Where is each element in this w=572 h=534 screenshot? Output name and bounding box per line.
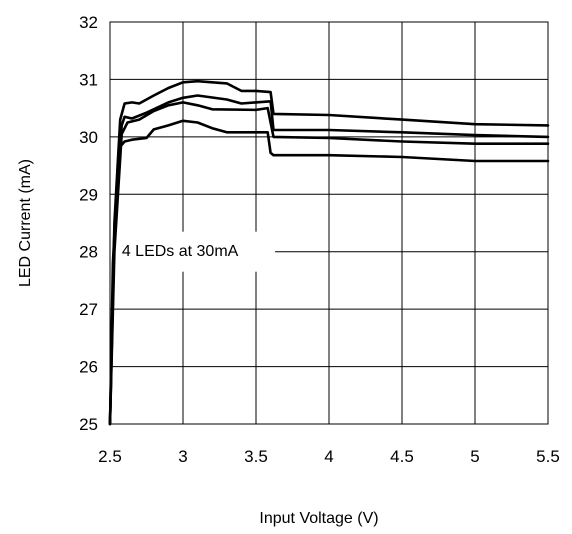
y-tick-label: 27 <box>79 300 98 319</box>
x-tick-label: 4 <box>324 447 333 466</box>
x-axis-title: Input Voltage (V) <box>259 510 378 527</box>
plot-area-frame <box>109 21 549 425</box>
series-line-1 <box>108 79 550 426</box>
x-tick-label: 3 <box>178 447 187 466</box>
x-axis-tick-labels: 2.5 3 3.5 4 4.5 5 5.5 <box>98 447 560 466</box>
y-tick-label: 25 <box>79 415 98 434</box>
y-tick-label: 29 <box>79 185 98 204</box>
data-series <box>108 79 550 426</box>
x-tick-label: 3.5 <box>244 447 268 466</box>
annotation-background <box>85 231 276 272</box>
y-tick-label: 32 <box>79 13 98 32</box>
y-tick-label: 28 <box>79 243 98 262</box>
x-tick-label: 5 <box>470 447 479 466</box>
x-tick-label: 5.5 <box>536 447 560 466</box>
y-tick-label: 30 <box>79 128 98 147</box>
series-line-3 <box>108 101 550 426</box>
y-tick-label: 31 <box>79 70 98 89</box>
annotation-group: 4 LEDs at 30mA <box>85 231 276 272</box>
y-axis-tick-labels: 25 26 27 28 29 30 31 32 <box>79 13 98 434</box>
y-axis-title: LED Current (mA) <box>17 159 34 287</box>
annotation-label: 4 LEDs at 30mA <box>122 243 239 260</box>
x-tick-label: 2.5 <box>98 447 122 466</box>
x-tick-label: 4.5 <box>390 447 414 466</box>
y-tick-label: 26 <box>79 358 98 377</box>
series-line-2 <box>108 94 550 426</box>
series-line-4 <box>108 119 550 426</box>
